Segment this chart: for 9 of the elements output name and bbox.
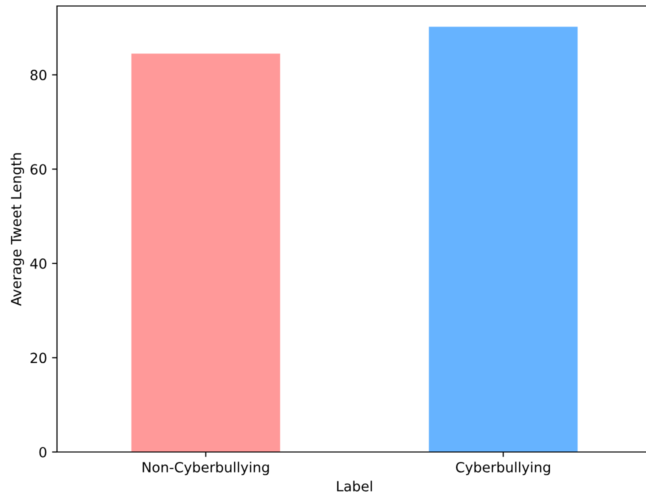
- x-tick-label: Cyberbullying: [456, 462, 550, 476]
- y-tick-label: 80: [30, 70, 46, 80]
- y-tick-label: 40: [30, 258, 46, 269]
- y-axis-title: Average Tweet Length: [10, 153, 24, 306]
- x-tick-label: Non-Cyberbullying: [142, 462, 269, 476]
- y-tick-label: 20: [30, 352, 46, 364]
- x-axis-title: Label: [337, 480, 372, 492]
- y-tick-label: 60: [30, 164, 46, 175]
- y-tick-label: 0: [39, 446, 46, 458]
